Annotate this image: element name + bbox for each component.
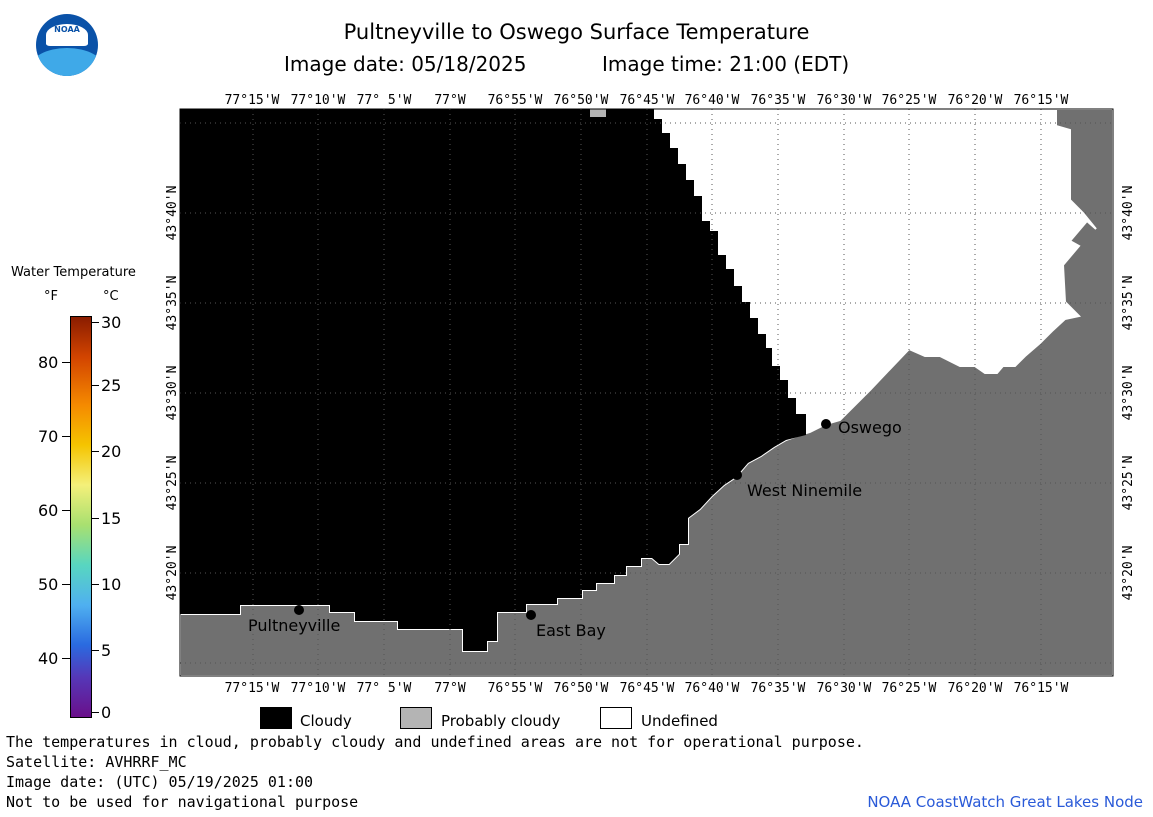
lon-label-bottom: 77° 5'W bbox=[357, 681, 412, 696]
lon-label-bottom: 77°10'W bbox=[291, 681, 346, 696]
note-navigation: Not to be used for navigational purpose bbox=[6, 793, 359, 811]
lon-label-top: 76°20'W bbox=[948, 93, 1003, 108]
colorbar-c-tick: 30 bbox=[101, 313, 122, 332]
colorbar-f-tick: 80 bbox=[38, 353, 59, 372]
colorbar-c-tick: 5 bbox=[101, 641, 112, 660]
logo-gull bbox=[46, 24, 88, 46]
note-satellite: Satellite: AVHRRF_MC bbox=[6, 753, 187, 771]
colorbar-title: Water Temperature bbox=[11, 265, 136, 280]
colorbar-f-tick: 40 bbox=[38, 649, 59, 668]
note-utc-date: Image date: (UTC) 05/19/2025 01:00 bbox=[6, 773, 314, 791]
lon-label-top: 76°40'W bbox=[685, 93, 740, 108]
lon-label-top: 77°15'W bbox=[225, 93, 280, 108]
legend-cloudy-swatch bbox=[260, 707, 292, 729]
place-label: Oswego bbox=[838, 418, 902, 437]
lon-label-top: 77° 5'W bbox=[357, 93, 412, 108]
place-marker bbox=[732, 470, 742, 480]
temperature-colorbar bbox=[70, 316, 92, 718]
logo-text: NOAA bbox=[54, 25, 80, 34]
lon-label-top: 76°55'W bbox=[488, 93, 543, 108]
place-marker bbox=[294, 605, 304, 615]
lon-label-bottom: 76°15'W bbox=[1014, 681, 1069, 696]
place-marker bbox=[526, 610, 536, 620]
colorbar-f-tick: 70 bbox=[38, 427, 59, 446]
lon-label-top: 76°30'W bbox=[817, 93, 872, 108]
colorbar-c-tick-mark bbox=[91, 322, 99, 323]
colorbar-c-tick: 15 bbox=[101, 509, 122, 528]
lon-label-top: 77°W bbox=[434, 93, 465, 108]
colorbar-c-tick-mark bbox=[91, 385, 99, 386]
lon-label-top: 76°50'W bbox=[554, 93, 609, 108]
place-label: Pultneyville bbox=[248, 616, 340, 635]
legend-undefined-swatch bbox=[600, 707, 632, 729]
place-label: West Ninemile bbox=[747, 481, 862, 500]
lon-label-bottom: 76°50'W bbox=[554, 681, 609, 696]
colorbar-f-tick-mark bbox=[62, 584, 70, 585]
colorbar-c-tick: 10 bbox=[101, 575, 122, 594]
map-title: Pultneyville to Oswego Surface Temperatu… bbox=[343, 20, 810, 44]
place-label: East Bay bbox=[536, 621, 606, 640]
lat-label-right: 43°40'N bbox=[1121, 186, 1136, 241]
legend-probably-cloudy-swatch bbox=[400, 707, 432, 729]
lon-label-bottom: 77°15'W bbox=[225, 681, 280, 696]
lon-label-top: 76°25'W bbox=[882, 93, 937, 108]
image-time-label: Image time: 21:00 (EDT) bbox=[602, 52, 850, 76]
lat-label-right: 43°25'N bbox=[1121, 456, 1136, 511]
colorbar-f-tick-mark bbox=[62, 436, 70, 437]
colorbar-c-tick-mark bbox=[91, 451, 99, 452]
legend-probably-cloudy-label: Probably cloudy bbox=[441, 712, 561, 730]
lon-label-bottom: 76°45'W bbox=[620, 681, 675, 696]
lat-label-right: 43°35'N bbox=[1121, 276, 1136, 331]
place-marker bbox=[821, 419, 831, 429]
lat-label-right: 43°30'N bbox=[1121, 366, 1136, 421]
colorbar-c-tick: 25 bbox=[101, 376, 122, 395]
image-date-label: Image date: 05/18/2025 bbox=[284, 52, 527, 76]
lat-label-left: 43°25'N bbox=[165, 456, 180, 511]
lon-label-bottom: 76°20'W bbox=[948, 681, 1003, 696]
probably-cloudy-patch bbox=[590, 109, 606, 117]
colorbar-c-tick-mark bbox=[91, 712, 99, 713]
lon-label-bottom: 76°35'W bbox=[751, 681, 806, 696]
lat-label-left: 43°20'N bbox=[165, 546, 180, 601]
map-border bbox=[179, 108, 1114, 677]
colorbar-c-tick-mark bbox=[91, 650, 99, 651]
legend-cloudy-label: Cloudy bbox=[300, 712, 352, 730]
lat-label-right: 43°20'N bbox=[1121, 546, 1136, 601]
legend-undefined-label: Undefined bbox=[641, 712, 718, 730]
colorbar-f-tick-mark bbox=[62, 362, 70, 363]
lon-label-bottom: 77°W bbox=[434, 681, 465, 696]
colorbar-c-tick: 0 bbox=[101, 703, 112, 722]
lon-label-bottom: 76°30'W bbox=[817, 681, 872, 696]
lon-label-top: 76°15'W bbox=[1014, 93, 1069, 108]
colorbar-f-tick-mark bbox=[62, 510, 70, 511]
colorbar-unit-c: °C bbox=[103, 289, 119, 304]
logo-wave bbox=[36, 48, 98, 76]
colorbar-f-tick: 60 bbox=[38, 501, 59, 520]
lon-label-bottom: 76°25'W bbox=[882, 681, 937, 696]
colorbar-f-tick: 50 bbox=[38, 575, 59, 594]
noaa-logo: NOAA bbox=[36, 14, 98, 76]
colorbar-f-tick-mark bbox=[62, 658, 70, 659]
colorbar-c-tick-mark bbox=[91, 518, 99, 519]
colorbar-c-tick-mark bbox=[91, 584, 99, 585]
lat-label-left: 43°35'N bbox=[165, 276, 180, 331]
lon-label-bottom: 76°55'W bbox=[488, 681, 543, 696]
lon-label-bottom: 76°40'W bbox=[685, 681, 740, 696]
note-operational: The temperatures in cloud, probably clou… bbox=[6, 733, 864, 751]
lon-label-top: 76°35'W bbox=[751, 93, 806, 108]
credit-link[interactable]: NOAA CoastWatch Great Lakes Node bbox=[867, 793, 1143, 811]
lon-label-top: 76°45'W bbox=[620, 93, 675, 108]
lat-label-left: 43°40'N bbox=[165, 186, 180, 241]
cloud-area bbox=[180, 109, 806, 651]
lat-label-left: 43°30'N bbox=[165, 366, 180, 421]
lon-label-top: 77°10'W bbox=[291, 93, 346, 108]
colorbar-unit-f: °F bbox=[44, 289, 58, 304]
colorbar-c-tick: 20 bbox=[101, 442, 122, 461]
